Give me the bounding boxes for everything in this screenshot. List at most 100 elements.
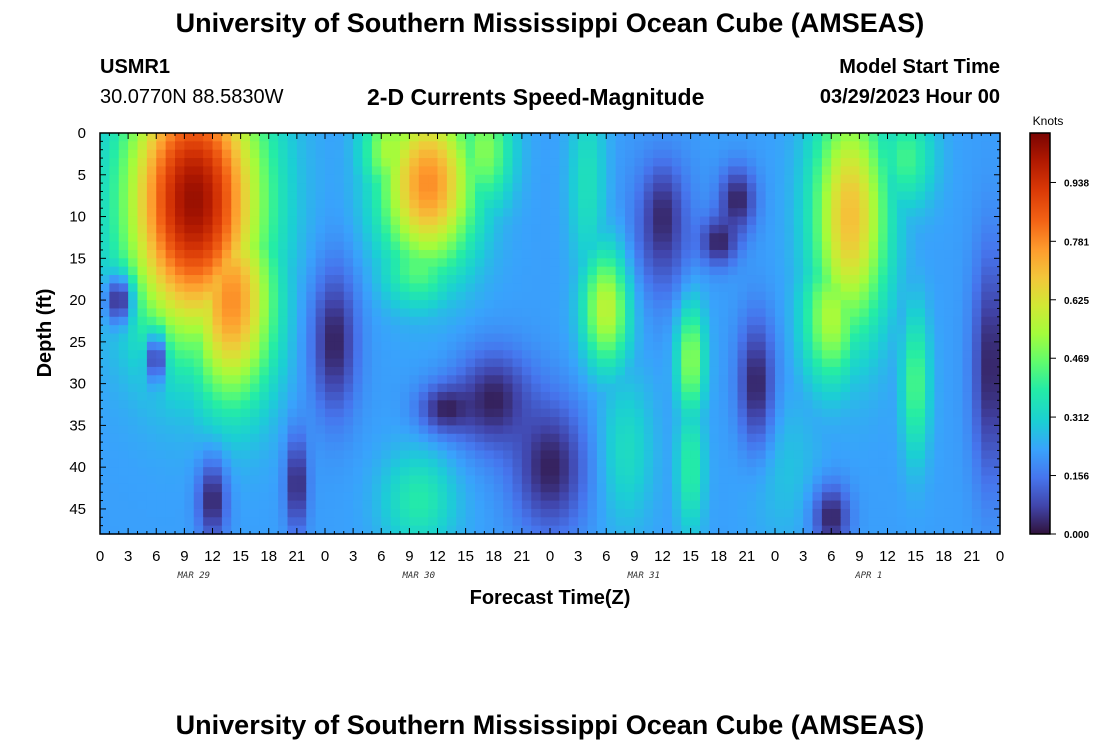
heatmap-cell [634, 458, 645, 468]
heatmap-cell [128, 341, 139, 351]
heatmap-cell [250, 391, 260, 401]
heatmap-cell [653, 191, 664, 201]
heatmap-cell [343, 433, 354, 443]
heatmap-cell [784, 208, 795, 218]
heatmap-cell [184, 467, 195, 477]
heatmap-cell [306, 350, 317, 360]
heatmap-cell [203, 266, 214, 276]
heatmap-cell [231, 241, 242, 251]
heatmap-cell [221, 199, 232, 209]
heatmap-cell [821, 442, 832, 452]
heatmap-cell [156, 208, 167, 218]
heatmap-cell [437, 391, 448, 401]
heatmap-cell [175, 508, 185, 518]
heatmap-cell [568, 391, 579, 401]
heatmap-cell [193, 316, 204, 326]
heatmap-cell [775, 216, 785, 226]
heatmap-cell [831, 450, 842, 460]
heatmap-cell [212, 433, 223, 443]
heatmap-cell [146, 508, 157, 518]
heatmap-cell [137, 325, 148, 335]
heatmap-cell [700, 375, 710, 385]
heatmap-cell [184, 258, 195, 268]
heatmap-cell [728, 400, 739, 410]
heatmap-cell [728, 417, 739, 426]
heatmap-cell [615, 224, 626, 234]
heatmap-cell [137, 358, 148, 368]
heatmap-cell [521, 492, 532, 502]
heatmap-cell [915, 216, 926, 226]
heatmap-cell [709, 525, 720, 535]
heatmap-cell [671, 483, 682, 493]
heatmap-cell [165, 174, 176, 184]
heatmap-cell [718, 258, 729, 268]
heatmap-cell [981, 216, 992, 226]
heatmap-cell [325, 341, 335, 351]
heatmap-cell [868, 291, 879, 301]
heatmap-cell [146, 208, 157, 218]
heatmap-cell [203, 308, 214, 318]
heatmap-cell [821, 467, 832, 477]
heatmap-cell [371, 249, 382, 259]
heatmap-cell [962, 483, 973, 493]
heatmap-cell [990, 291, 1001, 301]
heatmap-cell [568, 158, 579, 168]
heatmap-cell [587, 341, 598, 351]
heatmap-cell [212, 391, 223, 401]
heatmap-cell [428, 525, 439, 535]
heatmap-cell [137, 417, 148, 426]
heatmap-cell [287, 417, 298, 426]
heatmap-cell [156, 525, 167, 535]
heatmap-cell [625, 383, 635, 393]
heatmap-cell [231, 141, 242, 151]
heatmap-cell [109, 166, 120, 176]
heatmap-cell [437, 517, 448, 527]
heatmap-cell [287, 383, 298, 393]
heatmap-cell [559, 149, 570, 159]
heatmap-cell [371, 525, 382, 535]
heatmap-cell [165, 249, 176, 259]
x-tick-label: 21 [514, 548, 531, 565]
heatmap-cell [737, 249, 748, 259]
heatmap-cell [334, 158, 345, 168]
heatmap-cell [728, 216, 739, 226]
heatmap-cell [831, 133, 842, 142]
heatmap-cell [746, 174, 757, 184]
heatmap-cell [409, 199, 420, 209]
heatmap-cell [850, 191, 860, 201]
heatmap-cell [203, 158, 214, 168]
heatmap-cell [221, 191, 232, 201]
heatmap-cell [971, 333, 982, 343]
heatmap-cell [493, 408, 504, 418]
heatmap-cell [634, 258, 645, 268]
heatmap-cell [915, 183, 926, 193]
heatmap-cell [325, 450, 335, 460]
heatmap-cell [512, 266, 523, 276]
heatmap-cell [353, 400, 364, 410]
heatmap-cell [353, 358, 364, 368]
heatmap-cell [418, 467, 429, 477]
heatmap-cell [587, 258, 598, 268]
heatmap-cell [775, 149, 785, 159]
heatmap-cell [390, 341, 401, 351]
heatmap-cell [381, 249, 392, 259]
x-tick-label: 3 [124, 548, 132, 565]
heatmap-cell [184, 333, 195, 343]
heatmap-cell [334, 492, 345, 502]
heatmap-cell [334, 199, 345, 209]
heatmap-cell [831, 508, 842, 518]
heatmap-cell [559, 442, 570, 452]
heatmap-cell [353, 158, 364, 168]
heatmap-cell [306, 467, 317, 477]
heatmap-cell [371, 174, 382, 184]
heatmap-cell [137, 400, 148, 410]
heatmap-cell [550, 291, 560, 301]
heatmap-cell [662, 366, 673, 376]
heatmap-cell [840, 308, 851, 318]
heatmap-cell [343, 316, 354, 326]
x-tick-label: 0 [771, 548, 779, 565]
heatmap-cell [821, 133, 832, 142]
x-tick-label: 21 [964, 548, 981, 565]
heatmap-cell [953, 467, 964, 477]
heatmap-cell [531, 492, 542, 502]
